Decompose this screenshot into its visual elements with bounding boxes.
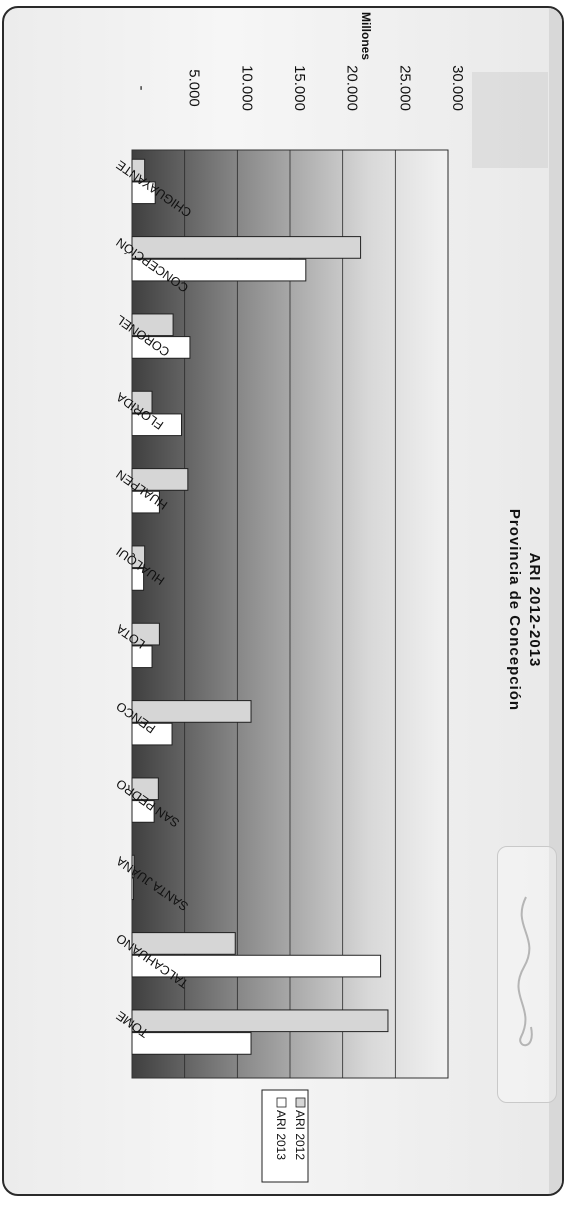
bars — [131, 158, 389, 1055]
bar-ari-2012 — [131, 1009, 389, 1033]
tick-label: 20.000 — [344, 65, 361, 111]
legend-swatch-2013 — [276, 1097, 287, 1108]
legend-swatch-2012 — [295, 1097, 306, 1108]
tick-label-group: 5.000 — [186, 69, 203, 107]
bar-ari-2013 — [131, 1032, 252, 1055]
tick-label: 15.000 — [291, 65, 308, 111]
bar-ari-2013 — [131, 722, 173, 746]
bar-ari-2012 — [131, 158, 146, 182]
bar-ari-2012 — [131, 236, 362, 259]
legend-entry-2012: ARI 2012 — [293, 1097, 307, 1160]
signature-scribble — [517, 896, 533, 1047]
tick-label: 25.000 — [396, 65, 413, 111]
chart-title: ARI 2012-2013 — [526, 553, 543, 668]
bar-ari-2012 — [131, 545, 146, 569]
unit-label: Millones — [359, 12, 373, 60]
legend: ARI 2012 ARI 2013 — [261, 1089, 309, 1183]
tick-label: 5.000 — [186, 69, 203, 107]
legend-label-2013: ARI 2013 — [274, 1110, 288, 1160]
tick-label-group: - — [133, 86, 150, 91]
bar-ari-2013 — [131, 645, 153, 669]
bar-ari-2013 — [131, 568, 145, 591]
bar-ari-2013 — [131, 413, 183, 437]
tick-label: 30.000 — [449, 65, 466, 111]
signature-box — [497, 846, 557, 1103]
bar-ari-2013 — [131, 877, 134, 901]
legend-entry-2013: ARI 2013 — [274, 1097, 288, 1160]
tick-label-group: 25.000 — [396, 65, 413, 111]
bar-ari-2013 — [131, 954, 382, 978]
chart-subtitle: Provincia de Concepción — [506, 509, 523, 711]
bar-ari-2013 — [131, 181, 156, 205]
bar-ari-2013 — [131, 490, 160, 514]
tick-label-group: 15.000 — [291, 65, 308, 111]
bar-ari-2013 — [131, 258, 307, 282]
faint-logo — [472, 72, 548, 168]
bar-ari-2012 — [131, 700, 252, 723]
tick-label-group: 20.000 — [344, 65, 361, 111]
bar-ari-2012 — [131, 777, 159, 801]
bar-ari-2012 — [131, 390, 153, 414]
side-strip — [549, 8, 562, 1194]
bar-ari-2012 — [131, 313, 174, 337]
gridlines — [184, 150, 449, 1078]
tick-label-group: 30.000 — [449, 65, 466, 111]
title-group: ARI 2012-2013 Provincia de Concepción — [506, 509, 543, 711]
tick-label-group: 10.000 — [238, 65, 255, 111]
bar-ari-2013 — [131, 336, 191, 359]
tick-label: - — [133, 86, 150, 91]
bar-ari-2012 — [131, 854, 135, 878]
bar-ari-2012 — [131, 622, 160, 646]
bar-ari-2012 — [131, 468, 189, 491]
tick-label: 10.000 — [238, 65, 255, 111]
legend-label-2012: ARI 2012 — [293, 1110, 307, 1160]
unit-label-group: Millones — [359, 12, 373, 60]
bar-ari-2013 — [131, 800, 155, 823]
bar-ari-2012 — [131, 932, 236, 955]
value-axis-ticks: - 5.000 10.000 15.000 20.000 25.000 30.000 — [133, 65, 466, 111]
